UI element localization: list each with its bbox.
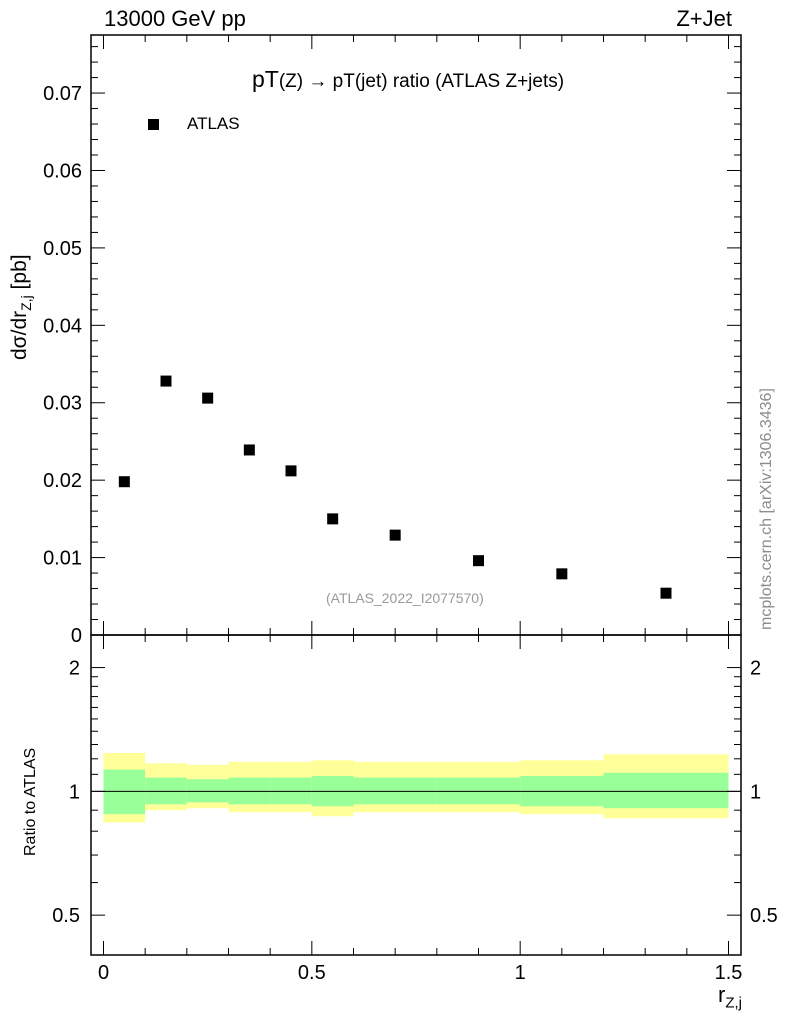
xlabel-text: r [718, 982, 726, 1007]
y-tick-label-main: 0.06 [43, 160, 82, 182]
y-axis-label-main: dσ/drZ,j [pb] [8, 254, 34, 360]
x-tick-label: 1.5 [715, 962, 743, 984]
title-rest: pT(jet) ratio (ATLAS Z+jets) [332, 71, 565, 92]
inner-band-bin [186, 779, 229, 803]
y-tick-label-main: 0.03 [43, 393, 82, 415]
legend-label: ATLAS [187, 114, 240, 133]
title-arrow: → [308, 71, 328, 92]
main-data-points [118, 375, 672, 599]
analysis-watermark: (ATLAS_2022_I2077570) [326, 590, 484, 606]
y-tick-label-ratio-right: 1 [750, 781, 761, 803]
x-tick-label: 1 [515, 962, 526, 984]
ratio-axis-ticks: 0 0.5 1 1.5 0.5 0.5 1 1 2 2 [52, 635, 778, 984]
x-axis-label: rZ,j [718, 982, 742, 1011]
data-point [160, 375, 172, 387]
process-label: Z+Jet [676, 6, 732, 31]
ratio-plot-frame [90, 634, 742, 956]
y-tick-label-main: 0.07 [43, 83, 82, 105]
inner-band-bin [603, 772, 729, 809]
ylabel-main-text: dσ/dr [8, 310, 31, 360]
inner-band-bin [103, 769, 146, 815]
legend-marker [148, 119, 159, 130]
data-point [118, 476, 130, 488]
x-tick-label: 0.5 [298, 962, 326, 984]
data-point [473, 555, 484, 567]
ratio-uncertainty-bands [103, 752, 729, 823]
legend-square-marker [148, 119, 159, 130]
y-tick-label-main: 0.05 [43, 238, 82, 260]
data-point [243, 444, 255, 456]
data-point [556, 568, 568, 580]
y-tick-label-ratio-left: 2 [69, 658, 80, 680]
y-tick-label-ratio-right: 0.5 [750, 905, 778, 927]
y-tick-label-main: 0.01 [43, 548, 82, 570]
ylabel-main-sub: Z,j [18, 295, 35, 311]
data-point [660, 587, 672, 599]
data-point [285, 465, 297, 477]
y-tick-label-ratio-right: 2 [750, 658, 761, 680]
energy-label: 13000 GeV pp [104, 6, 246, 31]
title-pt: pT [252, 66, 279, 92]
y-tick-label-ratio-left: 1 [69, 781, 80, 803]
xlabel-sub: Z,j [725, 994, 742, 1012]
plot-title: pT(Z) → pT(jet) ratio (ATLAS Z+jets) [252, 66, 564, 93]
title-z: (Z) [278, 71, 304, 92]
x-tick-label: 0 [98, 962, 109, 984]
data-point [389, 529, 401, 541]
data-point [202, 392, 214, 404]
side-credit: mcplots.cern.ch [arXiv:1306.3436] [758, 388, 775, 630]
y-tick-label-ratio-left: 0.5 [52, 905, 80, 927]
y-tick-label-main: 0.02 [43, 470, 82, 492]
y-tick-label-main: 0.04 [43, 315, 82, 337]
y-tick-label-main: 0 [71, 625, 82, 647]
main-axis-ticks: 0 0.01 0.02 0.03 0.04 0.05 0.06 0.07 [43, 35, 741, 647]
y-axis-label-ratio: Ratio to ATLAS [22, 747, 39, 856]
ylabel-main-unit: [pb] [8, 254, 31, 296]
data-point [327, 513, 339, 525]
